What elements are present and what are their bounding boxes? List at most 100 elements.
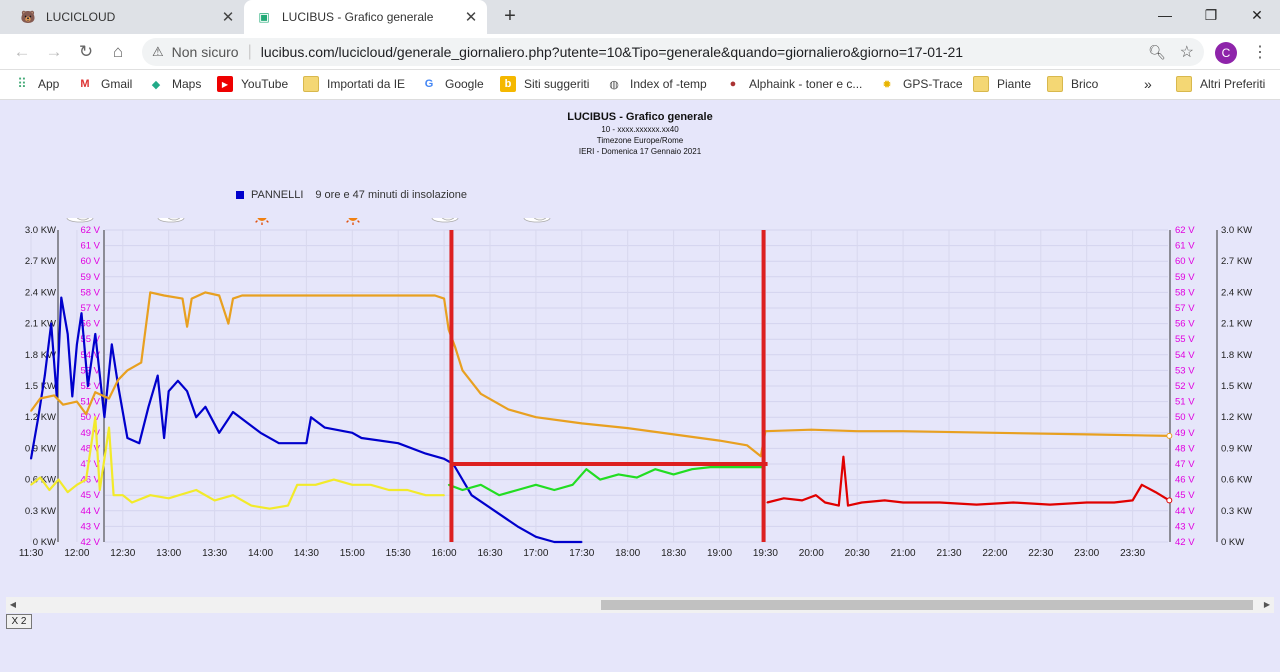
close-tab-icon[interactable]: ✕: [221, 9, 235, 26]
back-button[interactable]: ←: [13, 42, 31, 61]
v-tick-label-left: 57 V: [80, 303, 100, 314]
data-point: [126, 369, 129, 372]
data-point: [691, 468, 693, 470]
kw-tick-label-left: 1.2 KW: [25, 412, 56, 423]
chart-scrollbar[interactable]: ◀ ▶: [6, 597, 1274, 613]
bookmark-label: Brico: [1071, 77, 1099, 91]
scroll-right-icon[interactable]: ▶: [1263, 600, 1271, 609]
batteria-series-line: [30, 291, 1170, 458]
avatar[interactable]: C: [1215, 42, 1237, 64]
minimize-button[interactable]: —: [1158, 7, 1172, 23]
data-point: [195, 416, 198, 418]
warning-icon[interactable]: ⚠: [152, 44, 164, 59]
favicon-icon: ▣: [258, 10, 270, 24]
data-point: [126, 437, 129, 439]
data-point: [406, 489, 409, 491]
kw-tick-label-left: 0.3 KW: [25, 506, 56, 517]
data-point: [480, 484, 482, 486]
data-point: [516, 525, 519, 528]
data-point: [672, 473, 675, 476]
data-point: [76, 400, 78, 403]
zoom-icon[interactable]: 🔍︎: [1148, 43, 1166, 60]
legend-swatch: [236, 191, 244, 199]
kw-tick-label-left: 3.0 KW: [25, 225, 56, 236]
v-tick-label-left: 46 V: [80, 475, 100, 486]
data-point: [581, 541, 583, 543]
chart-legend[interactable]: PANNELLI 9 ore e 47 minuti di insolazion…: [236, 189, 467, 201]
bookmark-importati[interactable]: Importati da IE: [303, 70, 405, 98]
scroll-left-icon[interactable]: ◀: [9, 600, 17, 609]
bookmark-index-temp[interactable]: ◍ Index of -temp: [606, 70, 707, 98]
bookmark-gmail[interactable]: M Gmail: [77, 70, 132, 98]
power-chart[interactable]: 11:30 12:00 12:30 13:00 13:30 14:00 14:30 15:00…: [0, 218, 1280, 618]
data-point: [48, 489, 51, 491]
data-point: [535, 416, 537, 418]
sun-ray: [266, 220, 269, 223]
v-tick-label-right: 57 V: [1175, 303, 1195, 314]
bookmark-gps-trace[interactable]: ✹ GPS-Trace: [879, 70, 962, 98]
cloud-puff: [533, 218, 547, 221]
tab-lucibus[interactable]: ▣ LUCIBUS - Grafico generale ✕: [244, 0, 487, 34]
menu-icon[interactable]: ⋮: [1252, 44, 1268, 61]
new-tab-button[interactable]: +: [504, 5, 516, 27]
x-tick-label: 13:00: [156, 548, 181, 559]
data-point: [470, 494, 473, 497]
data-point: [810, 428, 813, 431]
security-label[interactable]: Non sicuro: [171, 44, 239, 60]
v-tick-label-right: 58 V: [1175, 287, 1195, 298]
x-tick-label: 17:30: [569, 548, 594, 559]
legend-label: PANNELLI: [251, 189, 304, 201]
bookmark-youtube[interactable]: ▶ YouTube: [217, 70, 288, 98]
close-window-button[interactable]: ✕: [1251, 7, 1263, 23]
x-tick-label: 14:00: [248, 548, 273, 559]
bookmark-apps[interactable]: ⠿ App: [14, 70, 59, 98]
chart-subtitle-date: IERI - Domenica 17 Gennaio 2021: [578, 147, 702, 156]
data-point: [672, 433, 675, 436]
reload-button[interactable]: ↻: [78, 42, 94, 61]
x-tick-label: 12:00: [64, 548, 89, 559]
data-point: [617, 473, 620, 476]
data-point: [454, 346, 456, 348]
data-point: [131, 501, 133, 504]
bookmark-siti-suggeriti[interactable]: b Siti suggeriti: [500, 70, 589, 98]
address-bar[interactable]: ⚠ Non sicuro | lucibus.com/lucicloud/gen…: [142, 38, 1204, 66]
data-point: [994, 432, 996, 434]
sun-core: [257, 218, 267, 221]
bookmark-brico[interactable]: Brico: [1047, 70, 1098, 98]
url-text[interactable]: lucibus.com/lucicloud/generale_giornalie…: [260, 44, 964, 60]
carico-end-point: [1166, 497, 1173, 504]
restore-button[interactable]: ❐: [1204, 7, 1218, 23]
kw-tick-label-right: 3.0 KW: [1221, 225, 1252, 236]
data-point: [250, 504, 253, 507]
apps-grid-icon: ⠿: [17, 76, 27, 91]
scrollbar-thumb[interactable]: [601, 600, 1253, 610]
data-point: [498, 494, 500, 497]
bookmarks-overflow-button[interactable]: »: [1144, 76, 1152, 92]
bookmark-piante[interactable]: Piante: [973, 70, 1031, 98]
data-point: [1154, 491, 1157, 493]
data-point: [117, 385, 120, 387]
zoom-x2-button[interactable]: X 2: [6, 614, 32, 629]
bookmark-label: Alphaink - toner e c...: [749, 77, 863, 91]
tab-title: LUCICLOUD: [46, 10, 116, 24]
data-point: [85, 478, 87, 481]
forward-button[interactable]: →: [45, 42, 63, 61]
bookmark-star-icon[interactable]: ☆: [1179, 44, 1194, 61]
bookmark-altri-preferiti[interactable]: Altri Preferiti: [1176, 70, 1265, 98]
close-tab-icon[interactable]: ✕: [464, 9, 478, 26]
data-point: [232, 494, 234, 497]
data-point: [278, 442, 280, 444]
x-tick-label: 17:00: [523, 548, 548, 559]
favicon-icon: 🐻: [20, 10, 36, 24]
home-icon[interactable]: ⌂: [112, 42, 124, 61]
bookmark-maps[interactable]: ◆ Maps: [148, 70, 202, 98]
bookmark-google[interactable]: G Google: [421, 70, 484, 98]
data-point: [323, 426, 326, 429]
cloud-icon: [66, 218, 94, 223]
v-tick-label-left: 44 V: [80, 506, 100, 517]
x-tick-label: 20:30: [845, 548, 870, 559]
data-point: [406, 294, 409, 297]
bookmark-alphaink[interactable]: ● Alphaink - toner e c...: [725, 70, 863, 98]
data-point: [156, 374, 159, 377]
tab-lucicloud[interactable]: 🐻 LUCICLOUD ✕: [8, 0, 244, 34]
